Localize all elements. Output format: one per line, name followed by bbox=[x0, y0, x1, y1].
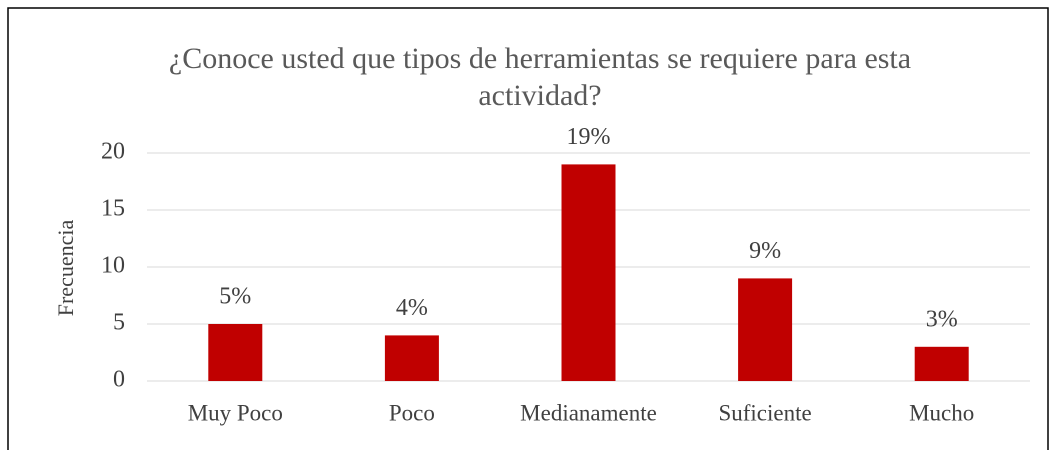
y-tick-label: 0 bbox=[113, 367, 125, 393]
chart-title: ¿Conoce usted que tipos de herramientas … bbox=[168, 42, 912, 112]
bar bbox=[208, 324, 263, 381]
data-label: 5% bbox=[219, 284, 251, 310]
y-tick-label: 20 bbox=[101, 139, 125, 165]
y-tick-label: 10 bbox=[101, 253, 125, 279]
y-tick-label: 5 bbox=[113, 310, 125, 336]
data-label: 19% bbox=[567, 124, 611, 150]
data-label: 9% bbox=[749, 238, 781, 264]
bar bbox=[914, 346, 969, 381]
x-tick-label: Poco bbox=[389, 400, 435, 425]
x-tick-label: Suficiente bbox=[718, 400, 811, 425]
bar bbox=[738, 278, 793, 381]
x-tick-label: Muy Poco bbox=[188, 400, 283, 425]
bar bbox=[561, 164, 616, 381]
y-axis-label: Frecuencia bbox=[53, 220, 78, 317]
data-label: 3% bbox=[926, 306, 958, 332]
bar bbox=[384, 335, 439, 381]
chart-frame bbox=[7, 7, 1049, 450]
x-tick-label: Medianamente bbox=[520, 400, 657, 425]
x-tick-label: Mucho bbox=[909, 400, 974, 425]
data-label: 4% bbox=[396, 295, 428, 321]
y-tick-label: 15 bbox=[101, 196, 125, 222]
